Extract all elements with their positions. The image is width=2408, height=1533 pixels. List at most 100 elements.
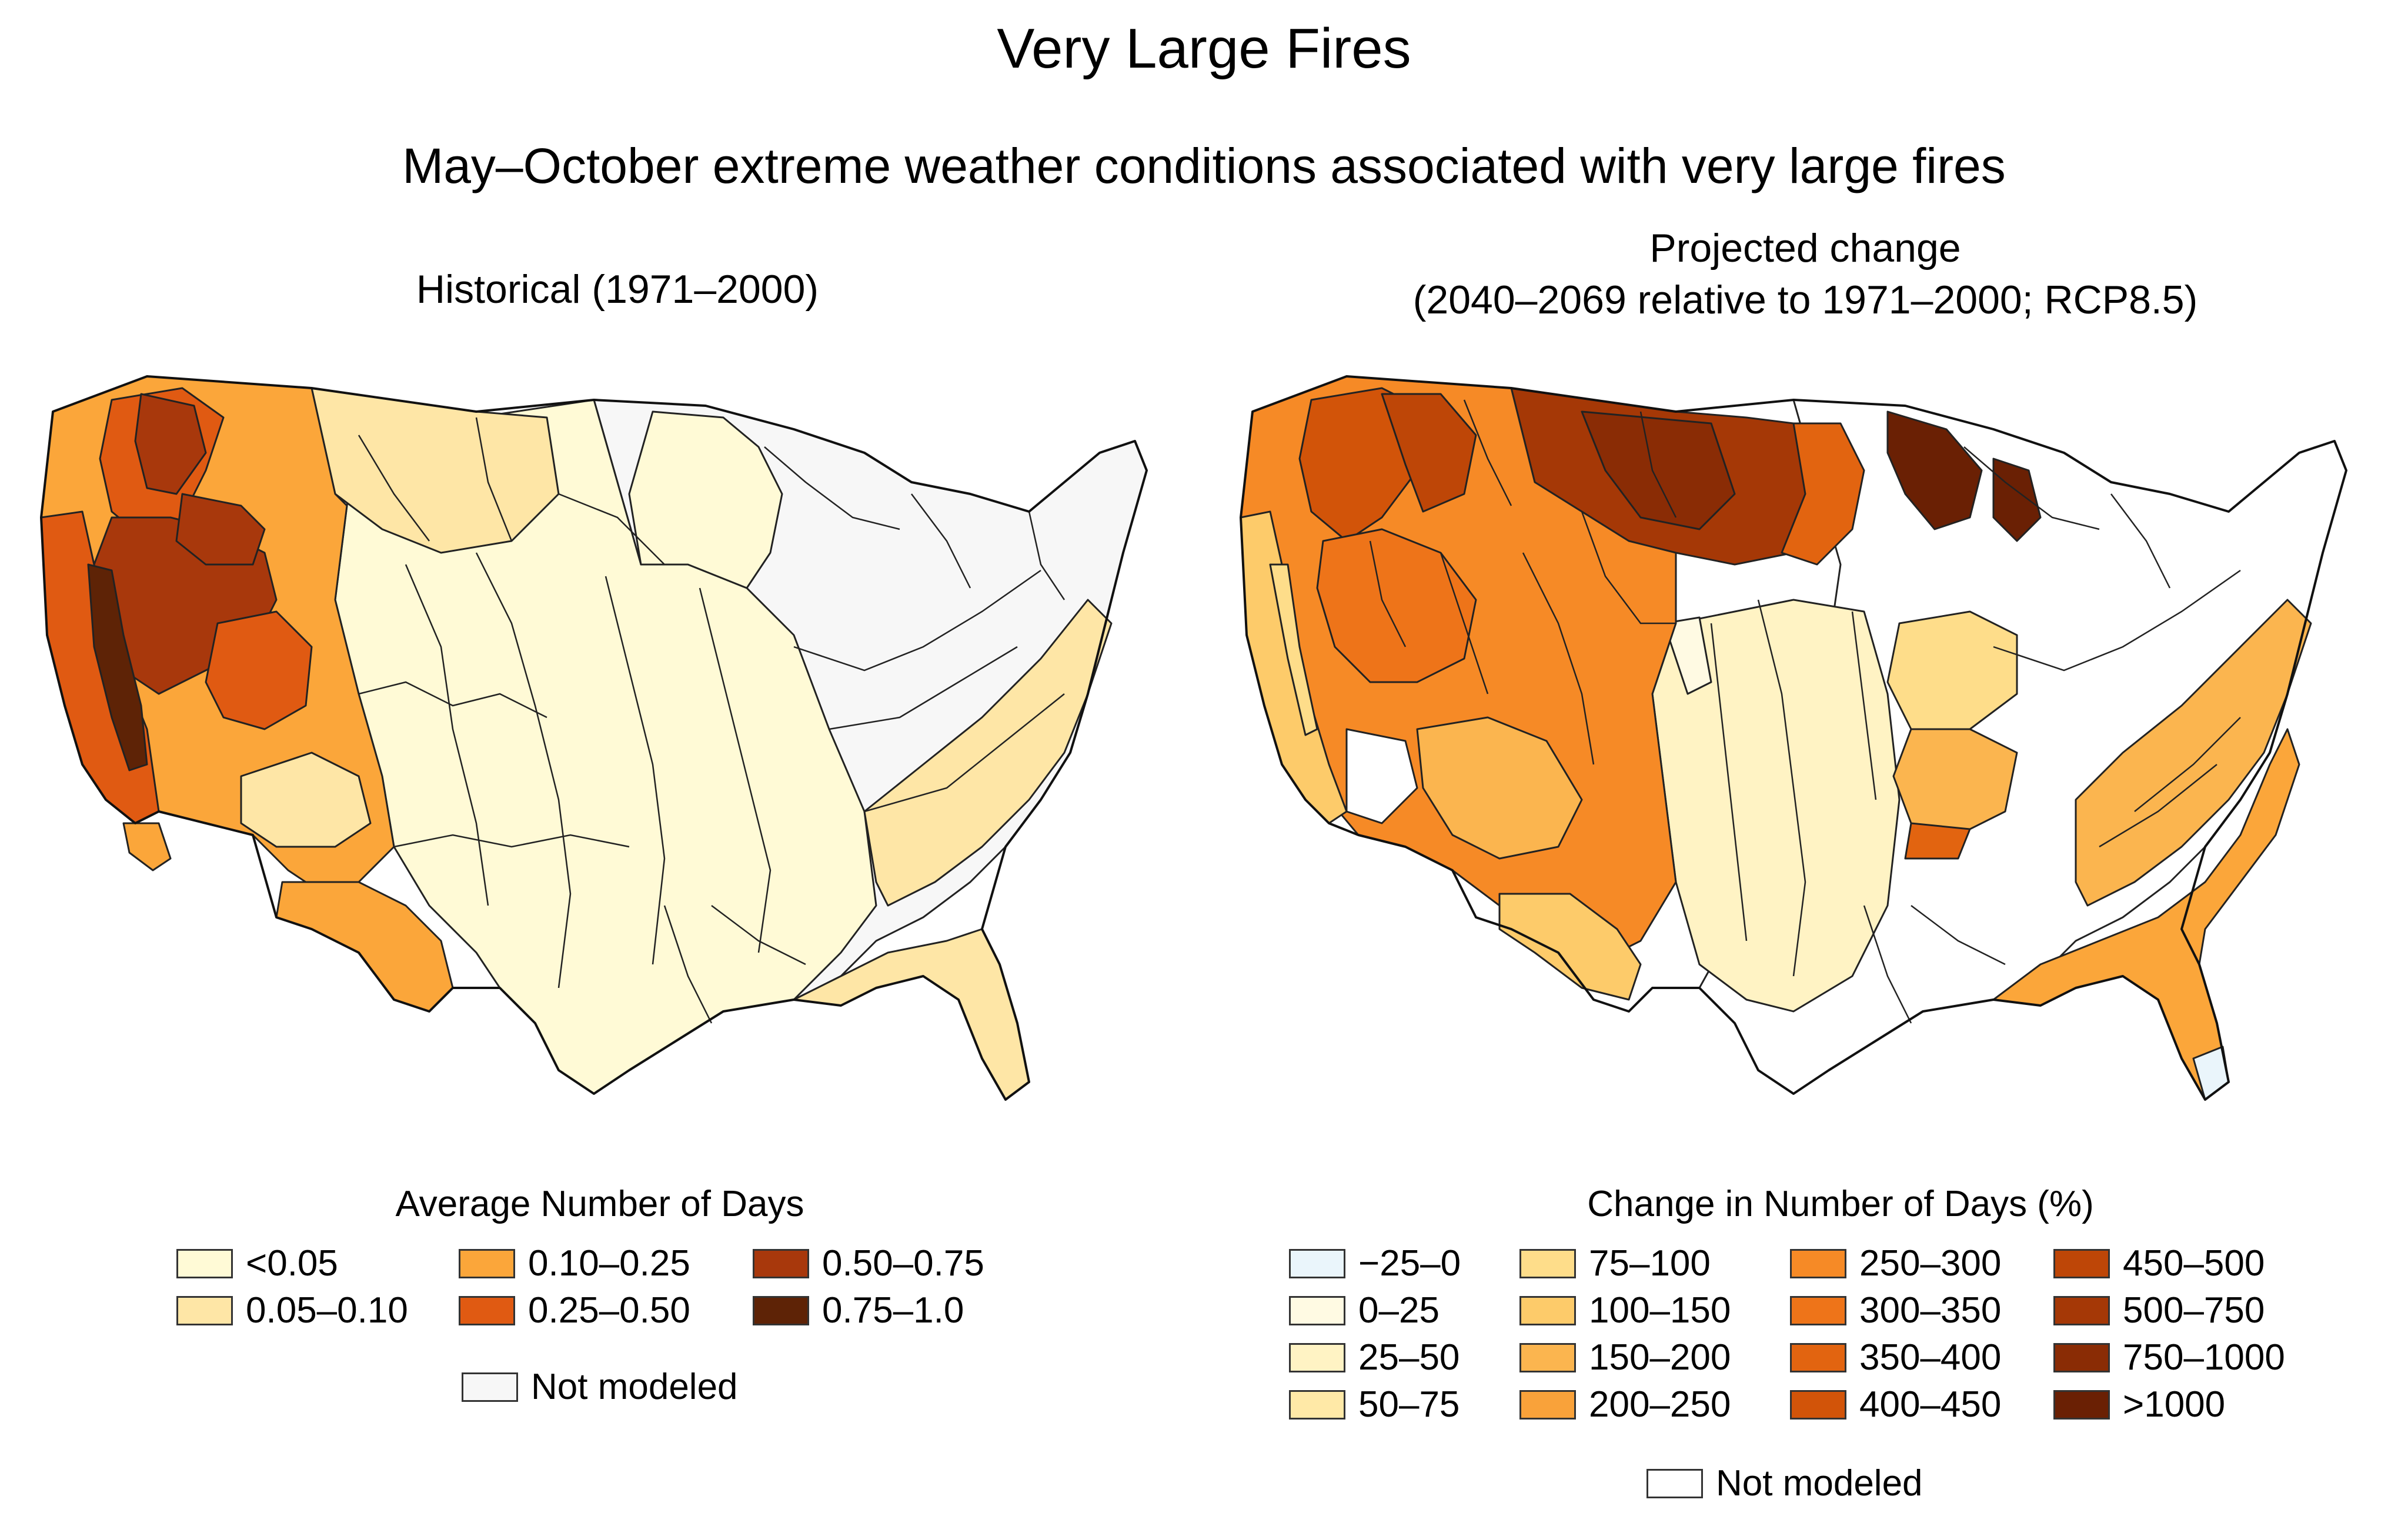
legend-item: −25–0 [1289, 1245, 1519, 1282]
legend-label: 400–450 [1859, 1384, 2002, 1425]
legend-swatch [459, 1249, 515, 1278]
legend-label: <0.05 [246, 1243, 338, 1284]
legend-item: 0.05–0.10 [176, 1292, 459, 1329]
legend-swatch [2053, 1296, 2110, 1325]
historical-panel-title: Historical (1971–2000) [416, 267, 819, 312]
legend-swatch [2053, 1343, 2110, 1372]
legend-label: 750–1000 [2123, 1337, 2285, 1378]
region-southwest [1416, 716, 1583, 860]
legend-item: >1000 [2053, 1387, 2312, 1423]
legend-item: 450–500 [2053, 1245, 2312, 1282]
projected-panel-title: Projected change (2040–2069 relative to … [1364, 222, 2246, 326]
legend-swatch [1519, 1249, 1576, 1278]
historical-map-regions [40, 375, 1148, 1101]
legend-swatch [1790, 1343, 1846, 1372]
region-idaho [1381, 393, 1477, 513]
region-nw-core [134, 393, 207, 495]
legend-swatch [1519, 1390, 1576, 1420]
legend-item: 0.10–0.25 [459, 1245, 753, 1282]
legend-label: −25–0 [1358, 1243, 1461, 1284]
projected-map-us-outline [1240, 375, 2347, 1101]
legend-label: 500–750 [2123, 1290, 2265, 1331]
legend-item: 200–250 [1519, 1387, 1790, 1423]
legend-label: 50–75 [1358, 1384, 1460, 1425]
region-ohio-valley [1886, 610, 2018, 730]
legend-label: 0–25 [1358, 1290, 1440, 1331]
legend-swatch [2053, 1249, 2110, 1278]
legend-label: Not modeled [531, 1367, 738, 1407]
legend-swatch [1289, 1390, 1345, 1420]
region-mid-plains [1663, 616, 1712, 695]
projected-map-regions [1240, 375, 2347, 1101]
projected-legend-title: Change in Number of Days (%) [1587, 1184, 2094, 1224]
legend-label: 350–400 [1859, 1337, 2002, 1378]
historical-map-us-outline [40, 375, 1148, 1101]
region-mojave-not-modeled [1345, 728, 1418, 824]
region-texas-west [1498, 893, 1642, 1001]
region-socal [122, 822, 172, 871]
legend-item: 25–50 [1289, 1340, 1519, 1376]
legend-label: 300–350 [1859, 1290, 2002, 1331]
legend-item: 750–1000 [2053, 1340, 2312, 1376]
region-southwest [205, 610, 313, 730]
legend-swatch [1519, 1343, 1576, 1372]
legend-item: 100–150 [1519, 1292, 1790, 1329]
figure-subtitle: May–October extreme weather conditions a… [402, 138, 2006, 193]
legend-label: 0.05–0.10 [246, 1290, 408, 1331]
region-minnesota [1781, 422, 1865, 566]
legend-item: 250–300 [1790, 1245, 2053, 1282]
region-dakotas-core [1581, 410, 1736, 530]
legend-item: 300–350 [1790, 1292, 2053, 1329]
region-four-corners [240, 752, 372, 848]
legend-item: 0.25–0.50 [459, 1292, 753, 1329]
legend-item: 500–750 [2053, 1292, 2312, 1329]
region-sierra [87, 563, 148, 771]
legend-swatch [1289, 1249, 1345, 1278]
legend-label: 250–300 [1859, 1243, 2002, 1284]
legend-label: Not modeled [1716, 1463, 1923, 1504]
legend-label: 150–200 [1589, 1337, 1731, 1378]
projected-map [1240, 375, 2347, 1101]
legend-swatch [1519, 1296, 1576, 1325]
projected-title-line2: (2040–2069 relative to 1971–2000; RCP8.5… [1412, 278, 2198, 322]
region-ozark [1892, 728, 2018, 836]
region-appalachian [863, 599, 1113, 907]
projected-not-modeled-key: Not modeled [1646, 1465, 1923, 1502]
legend-swatch [753, 1296, 809, 1325]
legend-label: 25–50 [1358, 1337, 1460, 1378]
projected-map-boundaries [1369, 399, 2241, 1024]
figure-title: Very Large Fires [997, 17, 1411, 80]
historical-map [40, 375, 1148, 1101]
legend-swatch [1646, 1469, 1703, 1498]
legend-swatch [1289, 1296, 1345, 1325]
legend-item: 400–450 [1790, 1387, 2053, 1423]
region-central-valley [1269, 563, 1318, 736]
legend-label: 100–150 [1589, 1290, 1731, 1331]
legend-swatch [176, 1296, 233, 1325]
legend-swatch [1289, 1343, 1345, 1372]
legend-item: 0.75–1.0 [753, 1292, 1023, 1329]
legend-label: 0.10–0.25 [528, 1243, 690, 1284]
historical-map-boundaries [358, 417, 1066, 1024]
region-tennessee [1904, 822, 1971, 860]
legend-swatch [176, 1249, 233, 1278]
legend-swatch [1790, 1296, 1846, 1325]
legend-swatch [2053, 1390, 2110, 1420]
legend-label: 0.50–0.75 [822, 1243, 984, 1284]
region-great-lakes [628, 410, 783, 589]
legend-swatch [1790, 1390, 1846, 1420]
legend-swatch [462, 1372, 518, 1402]
legend-item: 0.50–0.75 [753, 1245, 1023, 1282]
legend-label: 0.25–0.50 [528, 1290, 690, 1331]
legend-item: 150–200 [1519, 1340, 1790, 1376]
legend-label: 75–100 [1589, 1243, 1711, 1284]
region-upper-midwest [1886, 410, 1983, 530]
legend-label: 450–500 [2123, 1243, 2265, 1284]
projected-legend: −25–0 0–25 25–50 50–75 75–100 100–150 15… [1289, 1245, 2312, 1423]
legend-item: 75–100 [1519, 1245, 1790, 1282]
legend-item: 350–400 [1790, 1340, 2053, 1376]
legend-swatch [753, 1249, 809, 1278]
legend-swatch [1790, 1249, 1846, 1278]
legend-swatch [459, 1296, 515, 1325]
region-great-basin [1316, 528, 1477, 683]
